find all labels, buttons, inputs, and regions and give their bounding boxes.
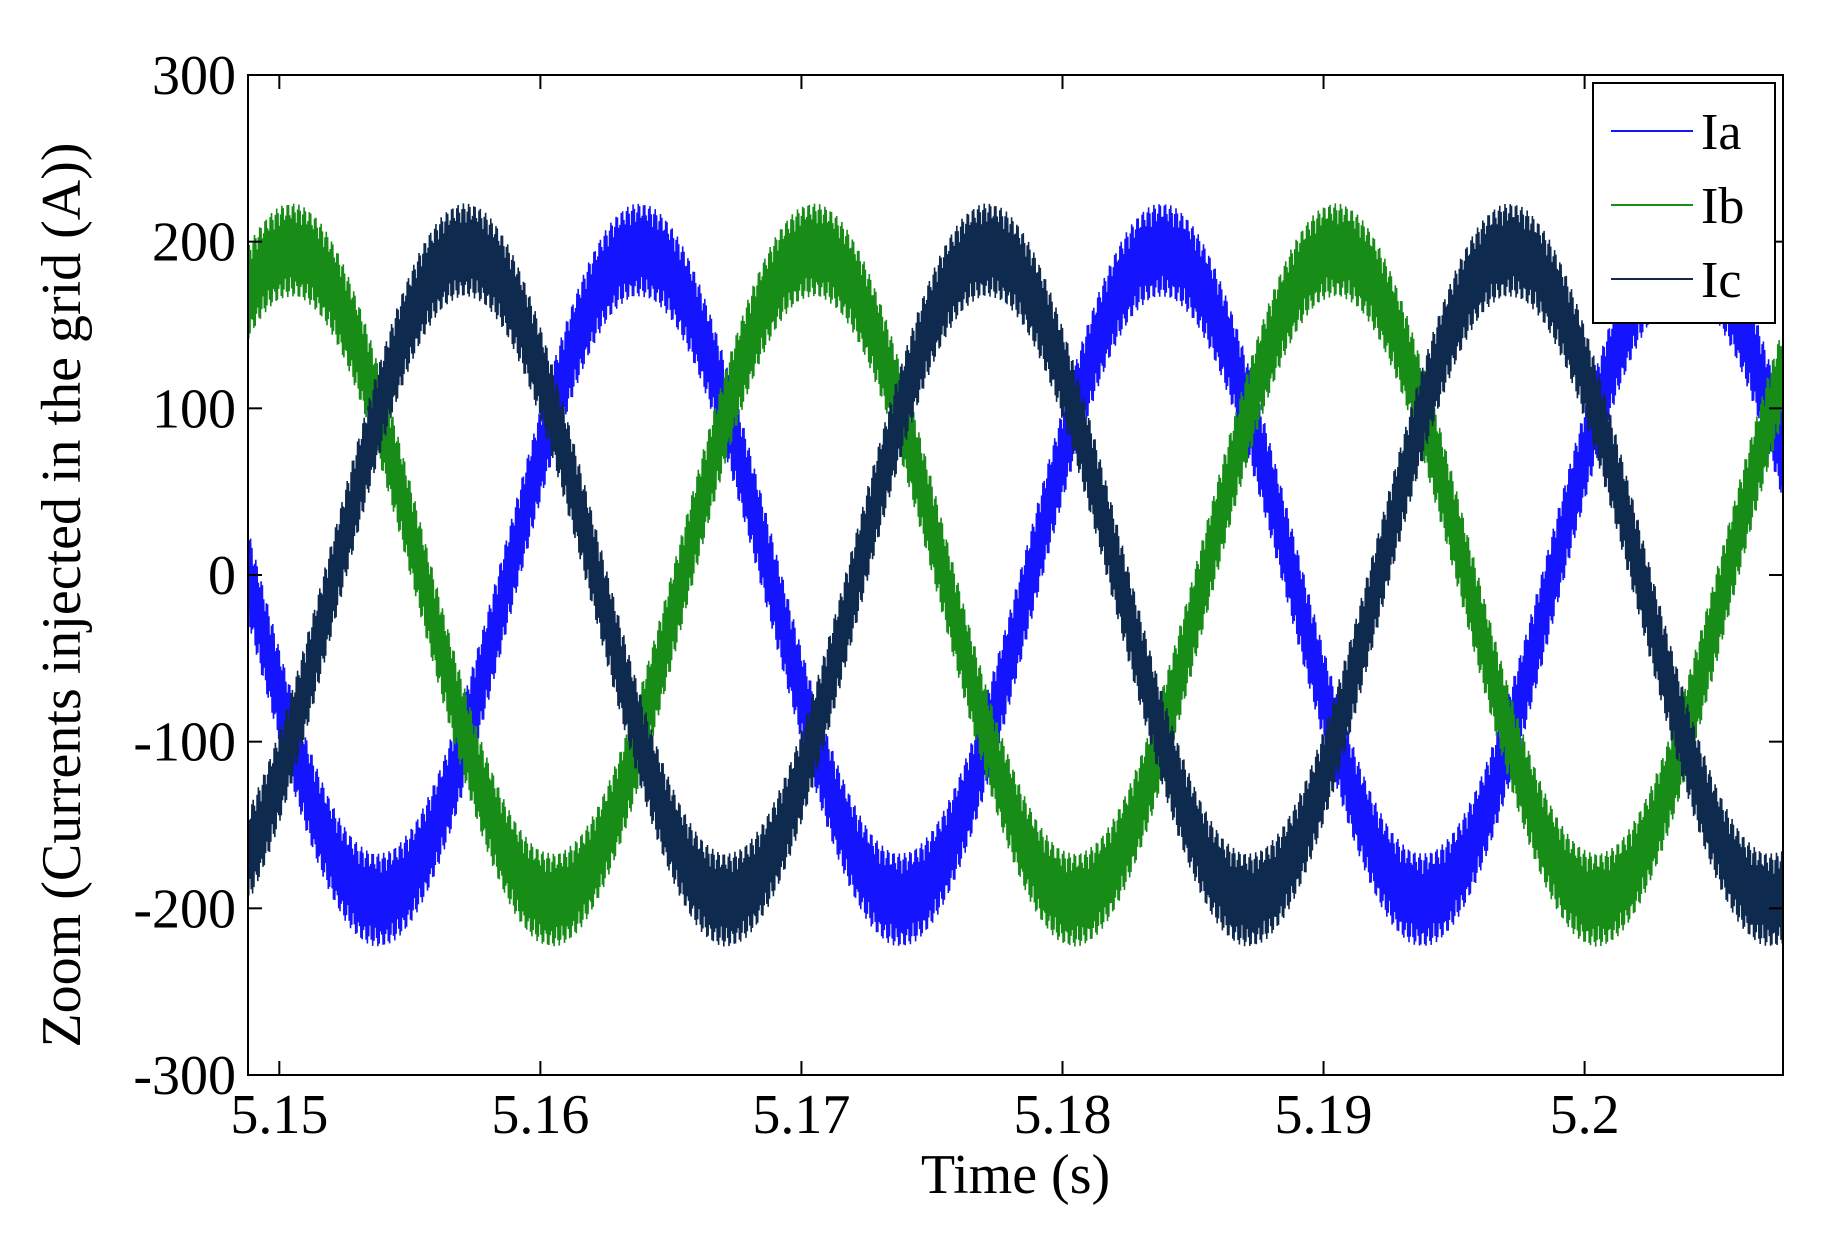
x-axis-label: Time (s) (921, 1144, 1110, 1206)
series-line-ia (247, 203, 1784, 947)
x-tick-label: 5.15 (230, 1084, 328, 1146)
y-tick-label: 0 (208, 545, 236, 607)
y-tick-labels: 300 200 100 0 -100 -200 -300 (133, 45, 236, 1107)
legend-item-ib: Ib (1611, 178, 1744, 235)
y-tick-label: -300 (133, 1045, 236, 1107)
legend-label: Ic (1701, 252, 1741, 309)
legend-box (1592, 82, 1776, 324)
legend-item-ic: Ic (1611, 252, 1741, 309)
y-axis-label: Zoom (Currents injected in the grid (A)) (31, 142, 93, 1047)
x-tick-label: 5.17 (752, 1084, 850, 1146)
plot-lines (247, 203, 1784, 947)
x-tick-labels: 5.15 5.16 5.17 5.18 5.19 5.2 (230, 1084, 1619, 1146)
legend: Ia Ib Ic (1592, 82, 1776, 324)
legend-label: Ia (1701, 104, 1741, 161)
y-tick-label: 200 (152, 212, 236, 274)
x-tick-label: 5.19 (1275, 1084, 1373, 1146)
axis-ticks (248, 74, 1783, 1076)
series-line-ib (247, 203, 1784, 947)
x-tick-label: 5.2 (1550, 1084, 1620, 1146)
series-line-ic (247, 203, 1784, 947)
x-tick-label: 5.16 (491, 1084, 589, 1146)
y-tick-label: -100 (133, 712, 236, 774)
y-tick-label: 300 (152, 45, 236, 107)
legend-label: Ib (1701, 178, 1744, 235)
legend-item-ia: Ia (1611, 104, 1741, 161)
y-tick-label: 100 (152, 378, 236, 440)
y-tick-label: -200 (133, 878, 236, 940)
x-tick-label: 5.18 (1013, 1084, 1111, 1146)
